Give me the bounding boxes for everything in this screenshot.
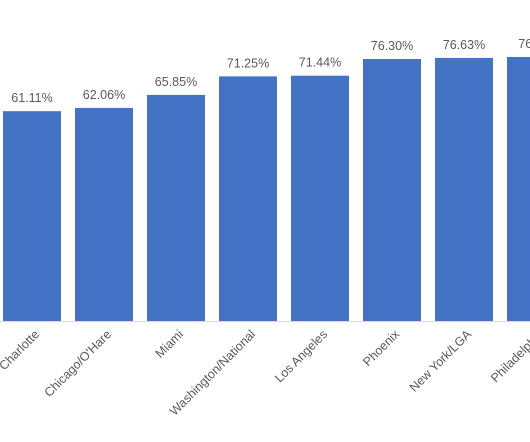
data-label: 71.25% [227,56,269,70]
x-tick-label: New York/LGA [407,327,475,395]
x-tick-label: Miami [153,327,186,360]
data-label: 71.44% [299,56,341,70]
data-label: 76.9% [518,37,530,51]
bar [435,57,493,322]
data-label: 62.06% [83,88,125,102]
x-tick-label: Chicago/O'Hare [42,327,115,400]
bar [147,94,205,321]
data-label: 76.30% [371,39,413,53]
bar [363,59,421,321]
data-label: 76.63% [443,38,485,52]
x-tick-label: Los Angeles [272,327,330,385]
bar [75,107,133,321]
x-tick-label: Philadelphia [488,327,530,385]
x-tick-label: Charlotte [0,327,42,373]
bar [219,76,277,321]
bar [3,111,61,322]
x-tick-label: Phoenix [360,327,402,369]
bar [507,56,530,322]
data-label: 65.85% [155,75,197,89]
bar [291,75,349,322]
data-label: 61.11% [11,91,52,105]
